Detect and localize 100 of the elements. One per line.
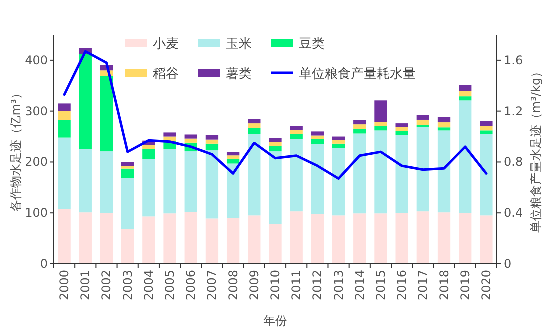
bar xyxy=(416,115,430,120)
bar xyxy=(354,124,366,130)
bar xyxy=(122,162,134,166)
bar xyxy=(290,212,303,264)
x-tick-label: 2001 xyxy=(78,270,93,301)
bar xyxy=(79,150,92,213)
x-tick-label: 2004 xyxy=(142,270,156,301)
x-tick-label: 2019 xyxy=(458,270,472,301)
y-tick-label: 300 xyxy=(25,104,48,118)
bar xyxy=(354,214,366,264)
bar xyxy=(416,127,430,212)
bar xyxy=(354,129,366,134)
bar xyxy=(416,212,430,264)
x-tick-label: 2007 xyxy=(205,270,220,301)
x-axis-title: 年份 xyxy=(264,314,288,328)
bar xyxy=(79,54,92,150)
bar xyxy=(122,168,134,178)
bar xyxy=(311,136,324,140)
y-axis-title: 各作物水足迹（亿m³） xyxy=(9,87,23,212)
bar xyxy=(374,214,388,264)
bar xyxy=(248,128,261,134)
x-tick-label: 2006 xyxy=(184,270,198,301)
bar xyxy=(206,135,219,140)
bar xyxy=(480,134,493,216)
bar xyxy=(122,229,134,264)
bar xyxy=(396,131,408,136)
x-tick-label: 2003 xyxy=(120,270,135,301)
bar xyxy=(374,130,388,214)
bar xyxy=(459,213,472,264)
bar xyxy=(374,100,388,122)
y-tick-label: 100 xyxy=(25,206,48,220)
y2-tick-label: 0.8 xyxy=(504,155,524,170)
bar xyxy=(142,216,156,264)
bar xyxy=(184,152,198,212)
bar xyxy=(164,214,176,264)
bar xyxy=(206,140,219,144)
bar xyxy=(100,76,114,152)
bar xyxy=(290,139,303,212)
legend-label: 玉米 xyxy=(226,37,252,52)
bar xyxy=(269,224,282,264)
bar xyxy=(248,216,261,264)
x-tick-label: 2018 xyxy=(437,270,452,301)
x-tick-label: 2011 xyxy=(290,270,304,301)
bar xyxy=(374,122,388,126)
bar xyxy=(416,120,430,126)
bar xyxy=(396,135,408,214)
bar xyxy=(374,126,388,131)
bar xyxy=(438,130,451,213)
bar xyxy=(332,148,346,216)
x-tick-label: 2000 xyxy=(58,270,72,301)
bar xyxy=(269,146,282,152)
bar xyxy=(396,213,408,264)
x-tick-label: 2008 xyxy=(226,270,240,301)
bar xyxy=(226,152,240,156)
y2-tick-label: 0 xyxy=(504,257,512,271)
bar xyxy=(206,144,219,151)
bar xyxy=(480,216,493,264)
bar xyxy=(248,124,261,128)
y2-axis-title: 单位粮食产量水足迹（m³/kg） xyxy=(529,66,543,234)
x-tick-label: 2002 xyxy=(100,270,114,301)
bar xyxy=(248,119,261,124)
bar xyxy=(58,138,71,210)
x-tick-label: 2010 xyxy=(268,270,282,301)
x-tick-label: 2015 xyxy=(374,270,388,301)
bar xyxy=(269,138,282,142)
bar xyxy=(311,132,324,136)
bar xyxy=(122,178,134,230)
bar xyxy=(332,216,346,264)
bar xyxy=(311,214,324,264)
bar xyxy=(79,212,92,264)
x-tick-label: 2013 xyxy=(332,270,346,301)
bar xyxy=(206,218,219,264)
x-tick-label: 2009 xyxy=(247,270,262,301)
bar xyxy=(100,213,114,264)
bar xyxy=(58,120,71,138)
bar xyxy=(332,136,346,140)
x-tick-label: 2020 xyxy=(479,270,494,301)
bar xyxy=(142,150,156,160)
y2-tick-label: 0.4 xyxy=(504,206,524,220)
bar xyxy=(459,85,472,92)
bar xyxy=(332,144,346,148)
x-tick-label: 2012 xyxy=(310,270,325,301)
bar xyxy=(142,145,156,150)
bar xyxy=(332,140,346,144)
bar xyxy=(226,156,240,160)
bar xyxy=(396,124,408,128)
bar xyxy=(58,111,71,120)
bar xyxy=(226,159,240,164)
bar xyxy=(459,96,472,101)
bar xyxy=(396,127,408,132)
y-tick-label: 0 xyxy=(40,257,48,271)
y-tick-label: 200 xyxy=(25,155,48,170)
legend-label: 小麦 xyxy=(153,37,179,52)
bar xyxy=(290,130,303,134)
bar xyxy=(480,126,493,131)
bar xyxy=(226,164,240,218)
bar xyxy=(354,120,366,125)
legend-label: 薯类 xyxy=(226,67,252,82)
bar xyxy=(311,144,324,214)
legend-label: 豆类 xyxy=(299,37,325,52)
